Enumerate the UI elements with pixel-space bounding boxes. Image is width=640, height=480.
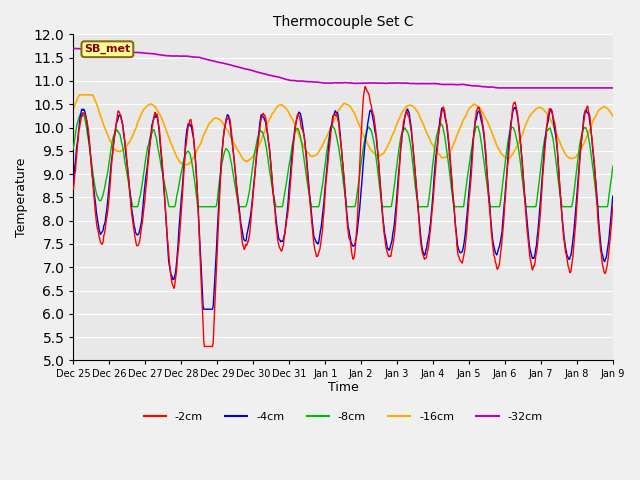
Legend: -2cm, -4cm, -8cm, -16cm, -32cm: -2cm, -4cm, -8cm, -16cm, -32cm <box>140 408 547 427</box>
Title: Thermocouple Set C: Thermocouple Set C <box>273 15 413 29</box>
Y-axis label: Temperature: Temperature <box>15 158 28 237</box>
X-axis label: Time: Time <box>328 381 358 394</box>
Text: SB_met: SB_met <box>84 44 131 54</box>
